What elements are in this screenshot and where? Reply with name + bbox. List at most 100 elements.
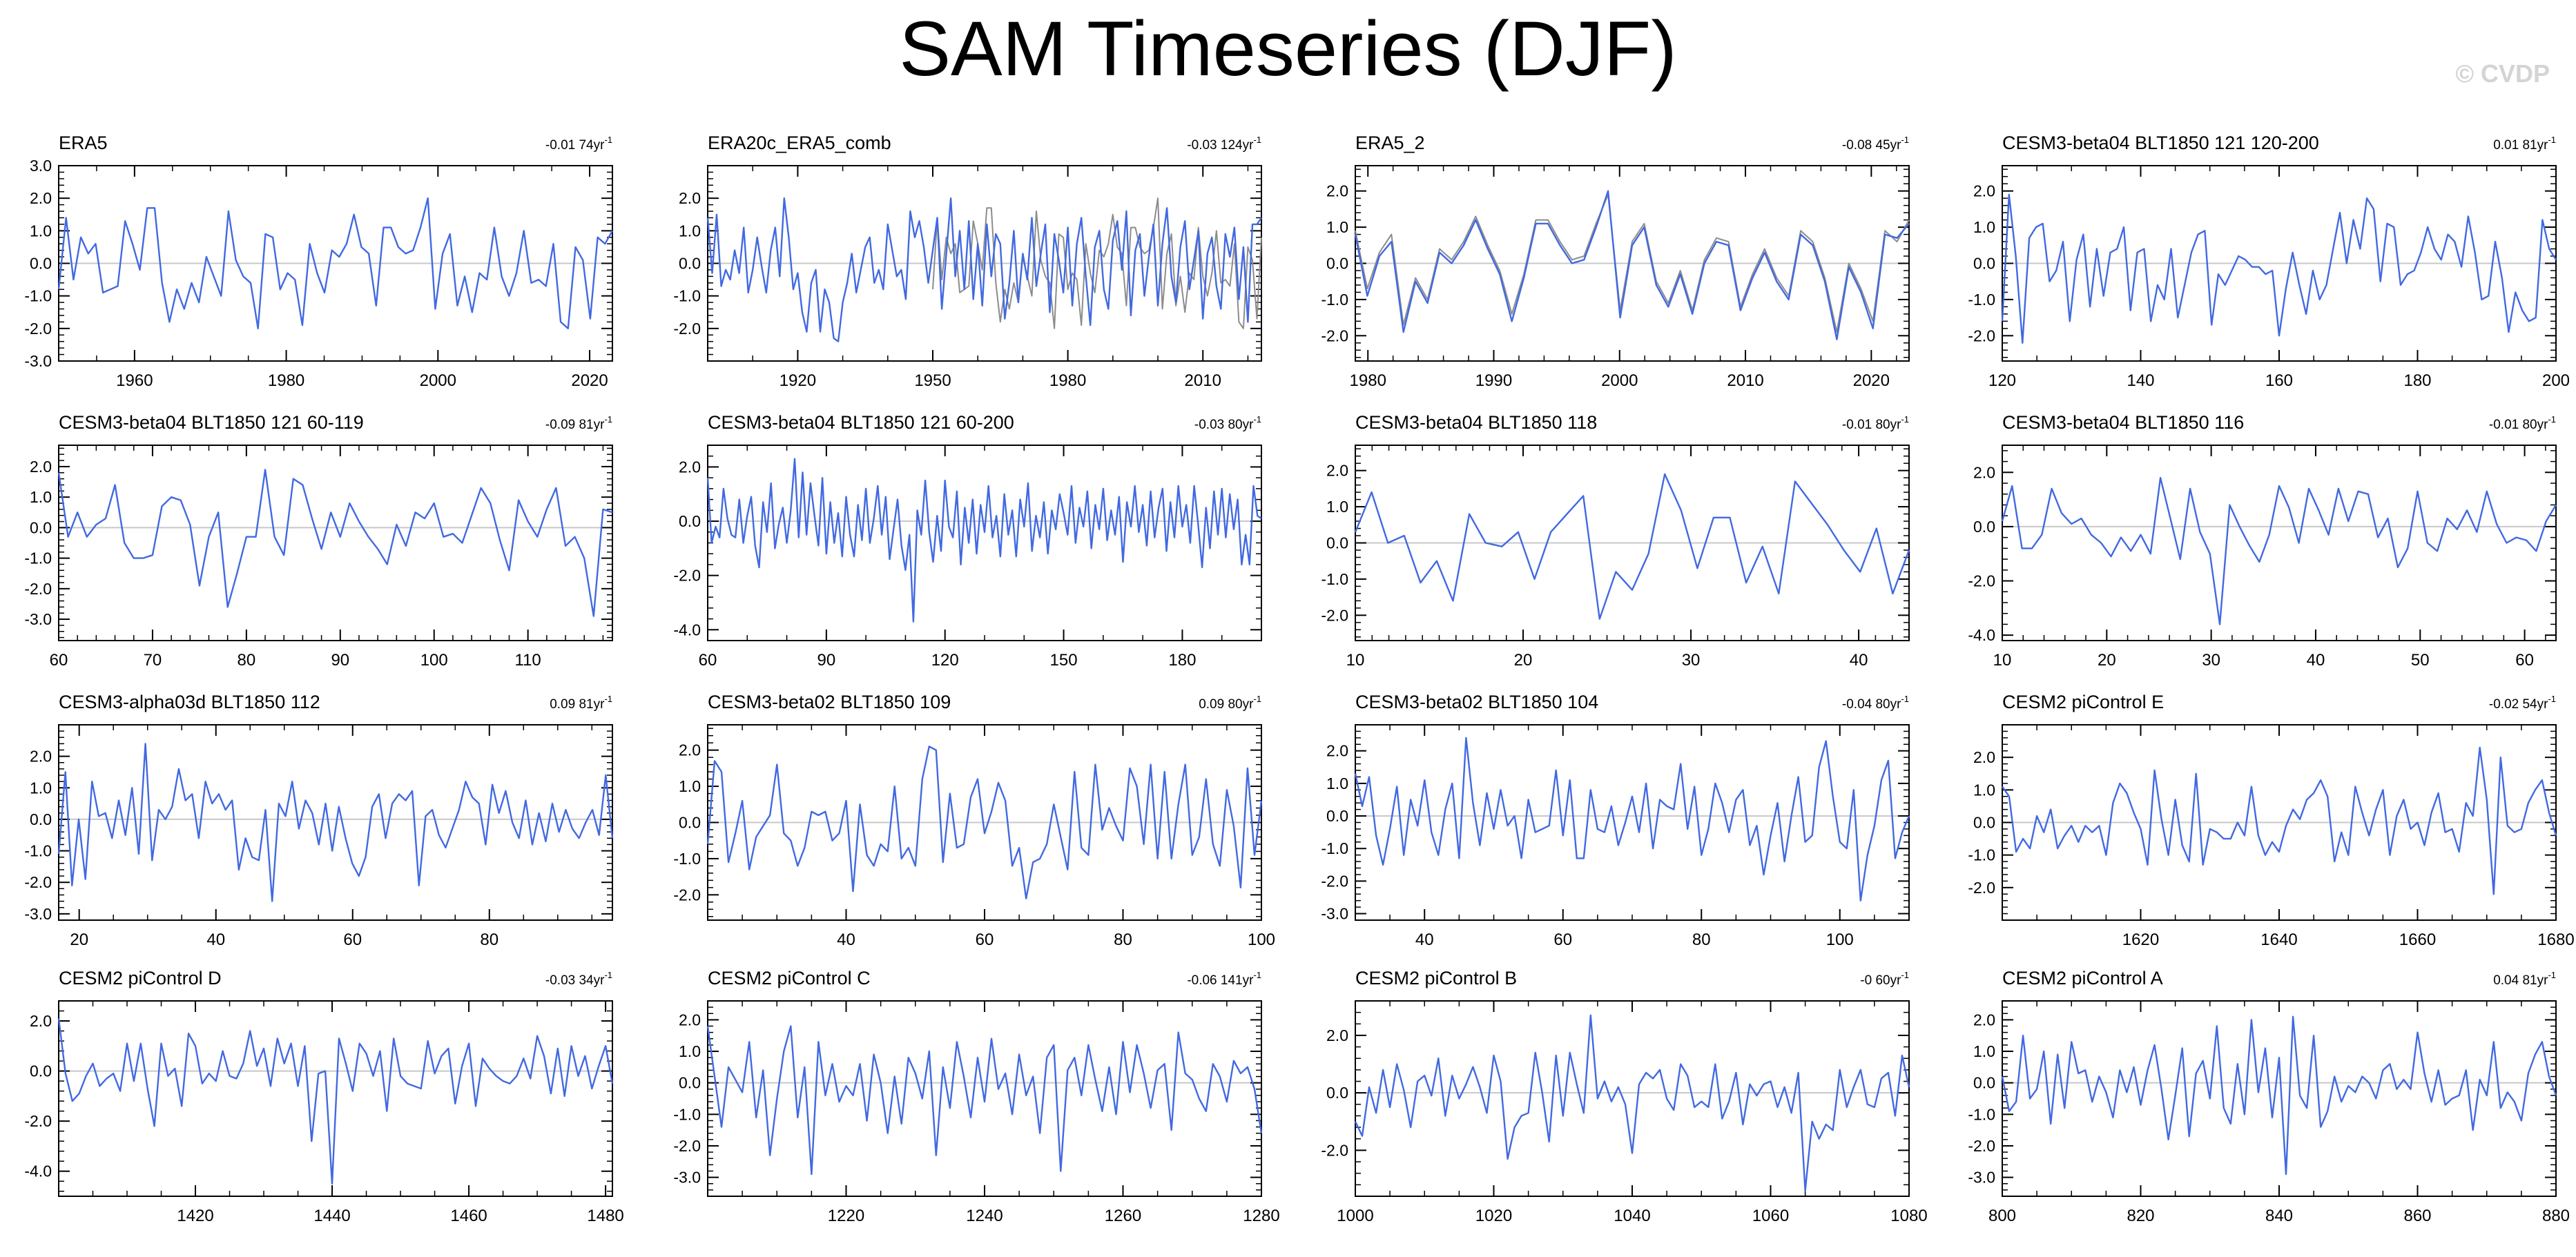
x-tick-label: 1640	[2260, 930, 2297, 949]
y-tick-label: 0.0	[1326, 534, 1348, 552]
x-tick-label: 60	[1553, 930, 1572, 949]
y-tick-label: 0.0	[679, 512, 701, 530]
x-tick-label: 60	[343, 930, 362, 949]
y-tick-label: -1.0	[1321, 570, 1348, 588]
x-tick-label: 30	[1682, 651, 1701, 670]
x-tick-label: 2000	[1601, 371, 1638, 390]
y-tick-label: 2.0	[1973, 748, 1995, 766]
series-line	[2001, 193, 2557, 344]
x-tick-label: 1020	[1475, 1207, 1512, 1225]
series-line	[1354, 190, 1910, 340]
x-tick-label: 860	[2403, 1207, 2431, 1225]
x-tick-label: 1680	[2537, 930, 2574, 949]
y-tick-label: 0.0	[30, 255, 52, 273]
y-tick-label: 0.0	[30, 1062, 52, 1080]
x-tick-label: 60	[699, 651, 717, 670]
x-tick-label: 1950	[914, 371, 951, 390]
panel-trend: -0.03 80yr-1	[1194, 414, 1261, 432]
series-line-secondary	[1355, 193, 1910, 333]
x-tick-label: 80	[1114, 930, 1132, 949]
y-tick-label: 2.0	[1326, 742, 1348, 760]
x-tick-label: 90	[817, 651, 836, 670]
y-tick-label: 2.0	[30, 189, 52, 207]
trend-unit-superscript: -1	[1253, 970, 1261, 980]
y-tick-label: -2.0	[673, 320, 701, 338]
trend-unit-superscript: -1	[2548, 414, 2556, 425]
y-tick-label: 0.0	[1326, 255, 1348, 273]
x-tick-label: 1990	[1475, 371, 1512, 390]
y-tick-label: -2.0	[673, 886, 701, 904]
panel-4: CESM3-beta04 BLT1850 121 120-200 0.01 81y…	[1968, 133, 2570, 390]
x-tick-label: 60	[50, 651, 68, 670]
y-tick-label: 1.0	[1326, 774, 1348, 792]
y-tick-label: 0.0	[1973, 255, 1995, 273]
panel-title: CESM3-beta04 BLT1850 121 60-200	[708, 412, 1014, 433]
series-line	[1354, 473, 1910, 620]
y-tick-label: 1.0	[1973, 218, 1995, 236]
y-tick-label: -2.0	[24, 580, 52, 598]
x-tick-label: 1660	[2399, 930, 2436, 949]
y-tick-label: -2.0	[24, 320, 52, 338]
plot-frame	[2002, 1000, 2557, 1197]
x-tick-label: 160	[2265, 371, 2293, 390]
x-tick-label: 1000	[1337, 1207, 1373, 1225]
x-tick-label: 40	[2307, 651, 2325, 670]
plot-frame	[1355, 724, 1910, 921]
y-tick-label: -2.0	[1968, 879, 1995, 897]
series-line	[57, 743, 614, 902]
y-tick-label: 0.0	[679, 255, 701, 273]
y-tick-label: 0.0	[679, 814, 701, 832]
y-tick-label: -1.0	[1321, 839, 1348, 857]
x-tick-label: 840	[2265, 1207, 2293, 1225]
series-line	[706, 746, 1263, 899]
y-tick-label: -4.0	[673, 621, 701, 639]
x-tick-label: 1260	[1105, 1207, 1141, 1225]
y-tick-label: -2.0	[1321, 1141, 1348, 1159]
y-tick-label: 2.0	[1973, 1011, 1995, 1029]
y-tick-label: 1.0	[30, 779, 52, 797]
y-tick-label: 0.0	[1973, 1074, 1995, 1092]
plot-frame	[58, 445, 613, 641]
panel-title: CESM3-beta04 BLT1850 116	[2002, 412, 2244, 433]
x-tick-label: 80	[238, 651, 256, 670]
y-tick-label: -2.0	[1968, 1137, 1995, 1155]
x-tick-label: 40	[1850, 651, 1868, 670]
plot-frame	[707, 445, 1262, 641]
y-tick-label: -1.0	[1968, 846, 1995, 864]
series-line	[1354, 737, 1910, 902]
x-tick-label: 150	[1050, 651, 1078, 670]
series-line	[706, 458, 1262, 623]
y-tick-label: 2.0	[1326, 462, 1348, 480]
plot-frame	[58, 724, 613, 921]
x-tick-label: 1460	[450, 1207, 487, 1225]
trend-unit-superscript: -1	[1901, 694, 1909, 704]
panel-trend: -0.06 141yr-1	[1187, 970, 1261, 988]
panel-12: CESM2 piControl E -0.02 54yr-1 1620 1640 166…	[1968, 692, 2574, 949]
panel-title: CESM3-alpha03d BLT1850 112	[59, 692, 320, 712]
panel-title: ERA5	[59, 133, 108, 153]
panel-16: CESM2 piControl A 0.04 81yr-1 800 820 840 860…	[1968, 968, 2570, 1225]
x-tick-label: 1220	[828, 1207, 864, 1225]
x-tick-label: 820	[2127, 1207, 2154, 1225]
y-tick-label: -3.0	[24, 905, 52, 923]
y-tick-label: -2.0	[673, 1137, 701, 1155]
y-tick-label: -2.0	[1321, 872, 1348, 890]
x-tick-label: 1980	[1049, 371, 1086, 390]
x-tick-label: 1040	[1614, 1207, 1650, 1225]
panel-trend: -0.03 34yr-1	[545, 970, 612, 988]
series-line	[57, 1018, 614, 1185]
x-tick-label: 20	[2098, 651, 2116, 670]
x-tick-label: 2020	[571, 371, 608, 390]
panel-trend: -0 60yr-1	[1860, 970, 1909, 988]
panel-title: CESM2 piControl A	[2002, 968, 2163, 988]
y-tick-label: 3.0	[30, 157, 52, 175]
y-tick-label: -1.0	[1321, 291, 1348, 309]
y-tick-label: 1.0	[1326, 498, 1348, 516]
y-tick-label: 2.0	[30, 458, 52, 476]
x-tick-label: 80	[480, 930, 498, 949]
x-tick-label: 2000	[420, 371, 456, 390]
x-tick-label: 100	[420, 651, 448, 670]
panel-trend: 0.04 81yr-1	[2493, 970, 2556, 988]
cvdp-watermark: © CVDP	[2455, 59, 2550, 88]
panel-3: ERA5_2 -0.08 45yr-1 1980 1990 2000 2010 2020 2.…	[1321, 133, 1910, 390]
